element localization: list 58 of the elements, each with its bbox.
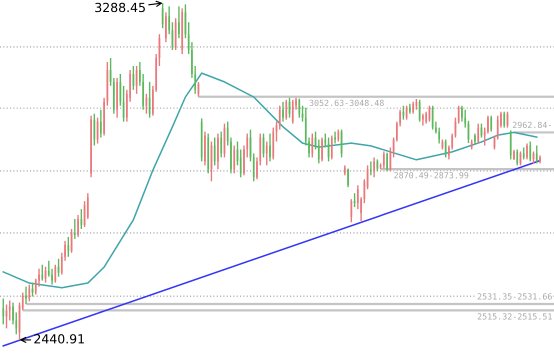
candlestick: [32, 282, 34, 298]
candlestick: [382, 150, 385, 170]
candlestick: [165, 12, 167, 43]
candlestick: [376, 158, 378, 172]
candlestick: [288, 97, 290, 118]
candlestick: [116, 77, 118, 118]
candlestick: [58, 258, 60, 278]
candlestick: [132, 65, 134, 91]
candlestick: [520, 150, 522, 166]
candlestick: [428, 105, 430, 122]
ref-line-label: 2870.49-2873.99: [394, 172, 468, 178]
annotation: 3288.45: [95, 2, 145, 12]
candlestick: [282, 101, 284, 122]
candlestick: [354, 192, 356, 208]
candlestick: [77, 214, 79, 238]
candlestick: [373, 156, 375, 178]
candlestick: [539, 154, 541, 164]
candlestick: [406, 105, 408, 120]
ref-line-label: 3052.63-3048.48: [310, 100, 384, 106]
ref-line-label: 2515.32-2515.51: [478, 313, 552, 320]
candlestick: [480, 122, 482, 138]
candlestick: [526, 142, 528, 160]
candlestick: [532, 150, 534, 164]
candlestick: [340, 128, 342, 158]
candlestick: [198, 81, 200, 98]
candlestick: [217, 132, 219, 170]
candlestick: [70, 228, 72, 254]
ref-line-label: 2531.35-2531.66: [478, 293, 552, 300]
candlestick: [224, 122, 226, 158]
candlestick: [6, 304, 8, 330]
candlestick: [136, 65, 138, 95]
ref-line-label: 2962.84-: [512, 122, 551, 128]
candlestick: [210, 140, 212, 182]
candlestick: [412, 101, 414, 114]
candlestick: [408, 103, 411, 114]
candlestick: [402, 105, 404, 120]
candlestick: [347, 168, 349, 188]
candlestick: [321, 136, 323, 162]
candlestick: [96, 116, 98, 144]
candlestick: [269, 132, 271, 162]
candlestick: [474, 132, 476, 144]
candlestick: [148, 81, 151, 118]
candlestick: [416, 98, 418, 110]
candlestick: [262, 132, 264, 158]
candlestick: [513, 149, 515, 160]
candlestick: [90, 114, 92, 178]
candlestick: [25, 286, 27, 305]
candlestick: [442, 138, 444, 150]
candlestick: [334, 130, 336, 144]
candlestick: [422, 112, 424, 126]
candlestick: [506, 111, 508, 128]
candlestick: [204, 130, 206, 166]
candlestick: [328, 136, 330, 162]
candlestick: [145, 93, 148, 114]
candlestick: [178, 6, 180, 39]
candlestick: [386, 152, 388, 172]
annotation: 2440.91: [34, 334, 84, 344]
candlestick: [44, 266, 46, 284]
